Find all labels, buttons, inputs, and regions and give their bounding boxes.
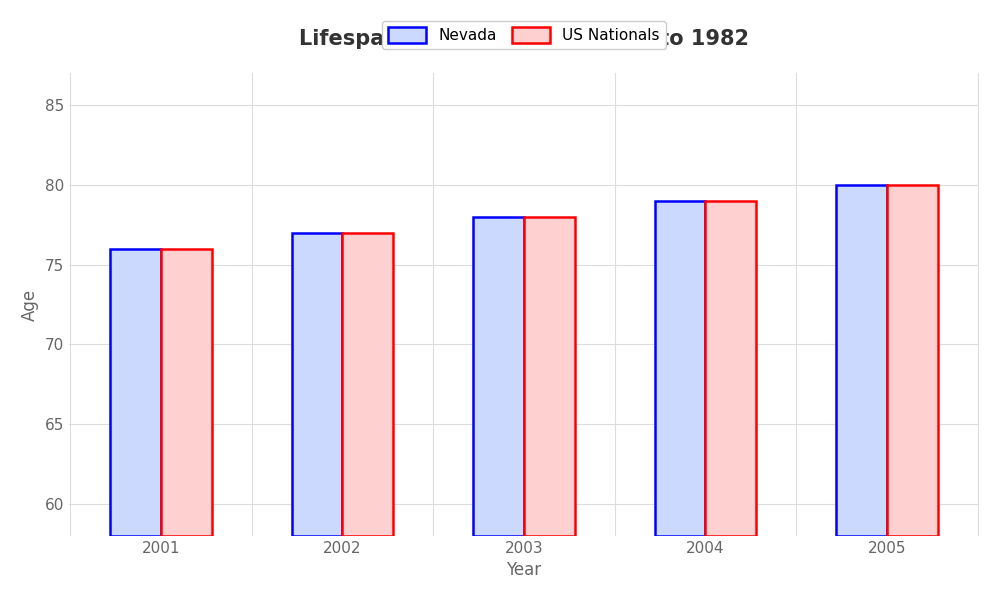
- Bar: [836, 185, 887, 536]
- X-axis label: Year: Year: [506, 561, 541, 579]
- Bar: [292, 233, 342, 536]
- Y-axis label: Age: Age: [21, 289, 39, 320]
- Legend: Nevada, US Nationals: Nevada, US Nationals: [382, 21, 666, 49]
- Bar: [161, 248, 212, 536]
- Bar: [473, 217, 524, 536]
- Bar: [110, 248, 161, 536]
- Bar: [655, 201, 705, 536]
- Title: Lifespan in Nevada from 1961 to 1982: Lifespan in Nevada from 1961 to 1982: [299, 29, 749, 49]
- Bar: [887, 185, 938, 536]
- Bar: [342, 233, 393, 536]
- Bar: [524, 217, 575, 536]
- Bar: [705, 201, 756, 536]
